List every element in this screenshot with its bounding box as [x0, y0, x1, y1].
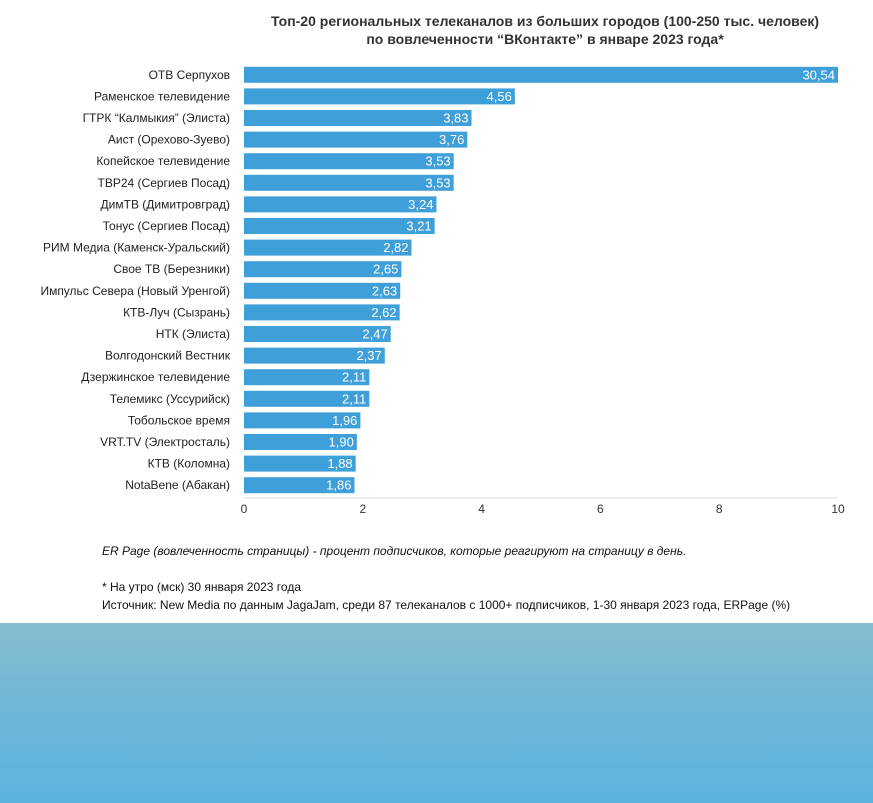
value-label: 1,96 [332, 413, 357, 428]
bar [244, 174, 454, 191]
value-label: 2,63 [372, 283, 397, 298]
bar [244, 369, 370, 386]
value-label: 2,65 [373, 262, 398, 277]
x-tick-label: 8 [716, 502, 723, 516]
bar [244, 477, 355, 494]
category-label: VRT.TV (Электросталь) [100, 435, 230, 449]
bar [244, 434, 357, 450]
value-label: 1,86 [326, 478, 351, 493]
value-label: 3,53 [425, 175, 450, 190]
bar [244, 412, 361, 429]
bar [244, 326, 391, 342]
category-label: Тобольское время [128, 413, 230, 427]
value-label: 2,47 [362, 327, 387, 342]
bar [244, 88, 515, 105]
value-label: 3,21 [406, 219, 431, 234]
bar [244, 282, 401, 299]
bar [244, 66, 838, 83]
value-label: 2,82 [383, 240, 408, 255]
value-label: 3,53 [425, 154, 450, 169]
category-label: ТВР24 (Сергиев Посад) [98, 176, 230, 190]
bar-chart: ОТВ Серпухов 30,54 Раменское телевидение 4,… [40, 66, 845, 516]
value-label: 2,37 [356, 348, 381, 363]
x-tick-label: 0 [241, 502, 248, 516]
footnote: * На утро (мск) 30 января 2023 года [102, 580, 302, 594]
bar [244, 196, 437, 213]
x-tick-label: 10 [831, 502, 845, 516]
bar [244, 131, 468, 148]
bar [244, 218, 435, 234]
bar [244, 304, 400, 321]
bar [244, 261, 402, 278]
category-label: Телемикс (Уссурийск) [110, 392, 230, 406]
value-label: 3,24 [408, 197, 433, 212]
er-definition-note: ER Page (вовлеченность страницы) - проце… [102, 544, 687, 558]
bar [244, 153, 454, 170]
category-label: ОТВ Серпухов [149, 68, 230, 82]
category-label: Волгодонский Вестник [105, 349, 231, 363]
category-label: Раменское телевидение [94, 89, 230, 103]
value-label: 30,54 [802, 67, 835, 82]
category-label: КТВ (Коломна) [148, 457, 230, 471]
bar [244, 110, 472, 126]
category-label: КТВ-Луч (Сызрань) [123, 305, 230, 319]
value-label: 3,83 [443, 111, 468, 126]
value-label: 1,88 [327, 456, 352, 471]
category-label: Аист (Орехово-Зуево) [108, 133, 230, 147]
chart-subtitle: по вовлеченности “ВКонтакте” в январе 20… [366, 31, 724, 47]
value-label: 2,11 [342, 391, 366, 406]
value-label: 1,90 [329, 435, 354, 450]
bar [244, 347, 385, 364]
value-label: 4,56 [487, 89, 512, 104]
bar [244, 390, 370, 407]
x-tick-label: 4 [478, 502, 485, 516]
value-label: 2,11 [342, 370, 366, 385]
bar [244, 455, 356, 472]
category-label: НТК (Элиста) [156, 327, 230, 341]
category-label: Копейское телевидение [96, 154, 230, 168]
value-label: 3,76 [439, 132, 464, 147]
category-label: Импульс Севера (Новый Уренгой) [40, 284, 230, 298]
category-label: ГТРК “Калмыкия” (Элиста) [83, 111, 230, 125]
chart-title-block: Топ-20 региональных телеканалов из больш… [0, 12, 873, 48]
category-label: Тонус (Сергиев Посад) [103, 219, 230, 233]
value-label: 2,62 [371, 305, 396, 320]
x-tick-label: 2 [359, 502, 366, 516]
bar [244, 239, 412, 256]
category-label: NotaBene (Абакан) [125, 478, 230, 492]
chart-title: Топ-20 региональных телеканалов из больш… [270, 13, 820, 29]
category-label: РИМ Медиа (Каменск-Уральский) [43, 241, 230, 255]
source-note: Источник: New Media по данным JagaJam, с… [102, 598, 791, 612]
category-label: Дзержинское телевидение [81, 370, 230, 384]
category-label: ДимТВ (Димитровград) [101, 197, 230, 211]
category-label: Свое ТВ (Березники) [113, 262, 230, 276]
x-tick-label: 6 [597, 502, 604, 516]
decorative-background-band [0, 623, 873, 803]
